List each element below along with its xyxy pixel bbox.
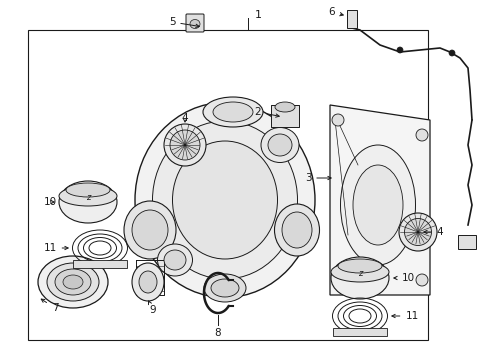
Ellipse shape [164,250,186,270]
Circle shape [332,274,344,286]
Ellipse shape [261,127,299,162]
Ellipse shape [132,263,164,301]
Ellipse shape [282,212,312,248]
Ellipse shape [338,259,382,273]
Text: z: z [358,269,362,278]
Bar [73,260,127,268]
Ellipse shape [164,124,206,166]
Text: 10: 10 [44,197,56,207]
Ellipse shape [66,183,110,197]
Ellipse shape [203,97,263,127]
Ellipse shape [38,256,108,308]
Ellipse shape [190,19,200,28]
Text: 11: 11 [44,243,68,253]
Ellipse shape [274,204,319,256]
Ellipse shape [341,145,416,265]
Ellipse shape [59,186,117,206]
Text: 6: 6 [328,7,343,17]
Text: 8: 8 [215,328,221,338]
Circle shape [449,50,455,56]
Text: 4: 4 [182,113,188,123]
Ellipse shape [268,134,292,156]
FancyBboxPatch shape [186,14,204,32]
Ellipse shape [55,269,91,295]
Text: 9: 9 [148,301,156,315]
Polygon shape [330,105,430,295]
Text: 3: 3 [305,173,331,183]
Text: 7: 7 [41,299,58,313]
Bar [28,30,428,340]
Circle shape [332,114,344,126]
Circle shape [397,47,403,53]
Ellipse shape [124,201,176,259]
Ellipse shape [399,213,437,251]
Text: 4: 4 [424,227,443,237]
Ellipse shape [139,271,157,293]
Ellipse shape [59,181,117,223]
Text: 1: 1 [255,10,262,20]
Ellipse shape [172,141,277,259]
Ellipse shape [170,130,200,160]
Text: 10: 10 [394,273,415,283]
Ellipse shape [135,103,315,297]
Circle shape [416,274,428,286]
Ellipse shape [152,121,297,279]
Ellipse shape [213,102,253,122]
Ellipse shape [353,165,403,245]
Text: 5: 5 [169,17,199,27]
Circle shape [416,129,428,141]
Ellipse shape [157,244,193,276]
Text: z: z [86,193,90,202]
Ellipse shape [47,263,99,301]
Bar [347,10,357,28]
Ellipse shape [275,102,295,112]
Ellipse shape [211,279,239,297]
Ellipse shape [331,257,389,299]
Ellipse shape [331,262,389,282]
Bar [271,105,299,127]
Text: 11: 11 [392,311,418,321]
Bar [458,235,476,249]
Ellipse shape [63,275,83,289]
Ellipse shape [204,274,246,302]
Ellipse shape [405,219,432,246]
Ellipse shape [132,210,168,250]
Text: 2: 2 [255,107,279,117]
Bar [333,328,387,336]
